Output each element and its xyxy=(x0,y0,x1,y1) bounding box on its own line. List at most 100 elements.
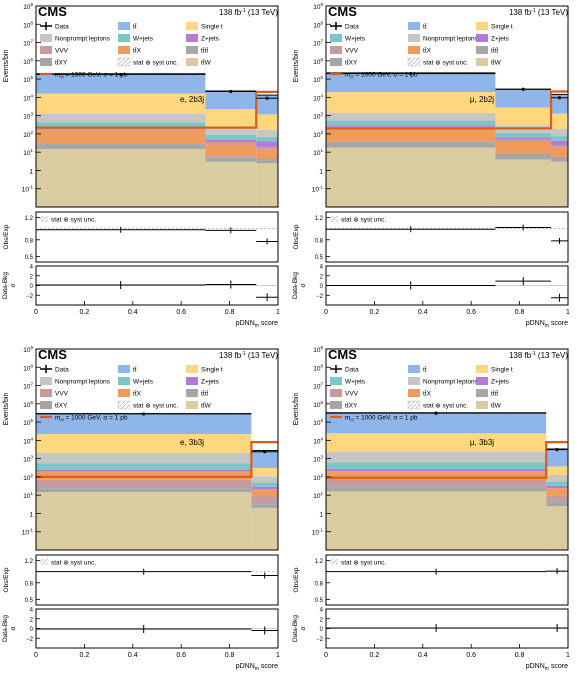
x-tick-label: 0.8 xyxy=(515,309,525,316)
y-tick-label: 1 xyxy=(319,511,323,518)
lumi-label: 138 fb-1 (13 TeV) xyxy=(509,8,568,17)
legend-label-vvv: VVV xyxy=(55,391,69,398)
bar-ttw xyxy=(36,491,252,550)
bar-ttx xyxy=(546,488,568,496)
pull-y-label: Data-Bkg xyxy=(292,615,299,642)
bar-wjets xyxy=(205,134,257,140)
legend-label-ttxy: tt̄XY xyxy=(55,59,68,67)
bar-ttbar xyxy=(326,412,547,434)
x-tick-label: 0.2 xyxy=(370,652,380,659)
bar-ttx xyxy=(326,128,496,142)
bar-nonprompt xyxy=(256,129,278,137)
legend-label-nonprompt: Nonprompt leptons xyxy=(55,379,111,386)
legend-swatch-zjets xyxy=(476,34,488,42)
bar-tttt xyxy=(326,487,547,492)
bar-tttt xyxy=(551,158,568,162)
y-axis-label: Events/bin xyxy=(3,393,10,426)
bar-nonprompt xyxy=(36,452,252,464)
y-tick-label: 109 xyxy=(313,345,323,354)
lumi-label: 138 fb-1 (13 TeV) xyxy=(219,351,278,360)
legend-label-ttbar: tt̄ xyxy=(423,23,427,31)
legend-label-data: Data xyxy=(345,367,359,374)
pull-y-label: Data-Bkg xyxy=(292,272,299,299)
cms-label: CMS xyxy=(328,347,357,362)
bar-ttw xyxy=(36,148,206,207)
y-tick-label: 106 xyxy=(23,400,33,409)
x-tick-label: 0.6 xyxy=(176,652,186,659)
bar-ttbar xyxy=(36,413,252,435)
y-tick-label: 108 xyxy=(23,363,33,372)
legend-swatch-ttbar xyxy=(408,365,420,373)
pull-tick-label: 0 xyxy=(320,627,324,633)
legend-label-unc: stat ⊕ syst unc. xyxy=(133,403,178,410)
x-axis-label: pDNNm score xyxy=(236,663,278,672)
legend-label-zjets: Z+jets xyxy=(201,379,220,386)
signal-line xyxy=(36,441,278,479)
pull-y-label-sigma: σ xyxy=(300,626,307,630)
bar-ttx xyxy=(205,144,257,157)
ratio-legend-swatch xyxy=(40,216,48,222)
bar-vvv xyxy=(205,142,257,145)
pull-tick-label: −2 xyxy=(316,637,324,643)
legend-label-signal: mH = 1000 GeV, σ = 1 pb xyxy=(345,72,418,80)
legend-label-signal: mH = 1000 GeV, σ = 1 pb xyxy=(55,415,128,423)
legend-swatch-tttt xyxy=(186,46,198,54)
ratio-tick-label: 1.2 xyxy=(315,216,324,222)
legend-label-single_t: Single t xyxy=(201,367,223,374)
y-tick-label: 105 xyxy=(313,418,323,427)
data-point xyxy=(263,450,267,454)
bar-ttw xyxy=(326,491,547,550)
ratio-y-label: Obs/Exp xyxy=(293,224,300,249)
bar-ttbar xyxy=(551,94,568,114)
legend-swatch-unc xyxy=(117,57,131,67)
x-tick-label: 0 xyxy=(34,309,38,316)
legend-label-wjets: W+jets xyxy=(345,36,366,43)
bar-wjets xyxy=(551,136,568,141)
bar-nonprompt xyxy=(546,474,568,482)
legend-label-vvv: VVV xyxy=(55,48,69,55)
x-tick-label: 0.8 xyxy=(225,652,235,659)
bar-vvv xyxy=(326,478,547,486)
legend-swatch-ttbar xyxy=(408,22,420,30)
bar-single_t xyxy=(551,113,568,129)
legend-label-data: Data xyxy=(55,367,69,374)
legend-label-single_t: Single t xyxy=(201,24,223,31)
bar-ttbar xyxy=(205,91,257,110)
ratio-tick-label: 0.5 xyxy=(25,255,34,261)
legend-swatch-zjets xyxy=(476,377,488,385)
bar-nonprompt xyxy=(36,113,206,123)
legend-swatch-ttx xyxy=(408,389,420,397)
y-tick-label: 10-1 xyxy=(22,528,34,537)
y-axis-label: Events/bin xyxy=(3,50,10,83)
data-point xyxy=(142,412,146,416)
legend-label-ttw: tt̄W xyxy=(201,402,212,410)
bar-tttt xyxy=(326,143,496,148)
legend-label-tttt: tt̄tt̄ xyxy=(201,47,208,55)
legend-label-vvv: VVV xyxy=(345,391,359,398)
y-tick-label: 106 xyxy=(313,57,323,66)
x-tick-label: 0 xyxy=(324,309,328,316)
bar-tttt xyxy=(495,155,552,160)
y-tick-label: 105 xyxy=(23,418,33,427)
bar-ttxy xyxy=(36,143,206,145)
ratio-legend-swatch xyxy=(40,559,48,565)
legend-label-ttxy: tt̄XY xyxy=(55,402,68,410)
legend: Data tt̄ Single t Nonprompt leptons W+jets Z+… xyxy=(40,365,223,423)
y-tick-label: 109 xyxy=(23,345,33,354)
bar-ttx xyxy=(256,149,278,159)
pull-tick-label: 4 xyxy=(320,608,324,614)
pull-tick-label: −2 xyxy=(26,294,34,300)
legend-label-ttw: tt̄W xyxy=(491,59,502,67)
legend-swatch-ttbar xyxy=(118,365,130,373)
x-tick-label: 0.6 xyxy=(176,309,186,316)
legend-swatch-ttw xyxy=(476,401,488,409)
ratio-tick-label: 0.8 xyxy=(315,238,324,244)
pull-y-label-sigma: σ xyxy=(300,283,307,287)
legend-swatch-unc xyxy=(117,400,131,410)
bar-ttxy xyxy=(205,156,257,158)
cms-label: CMS xyxy=(38,347,67,362)
legend-swatch-vvv xyxy=(330,389,342,397)
ratio-tick-label: 0.8 xyxy=(25,238,34,244)
